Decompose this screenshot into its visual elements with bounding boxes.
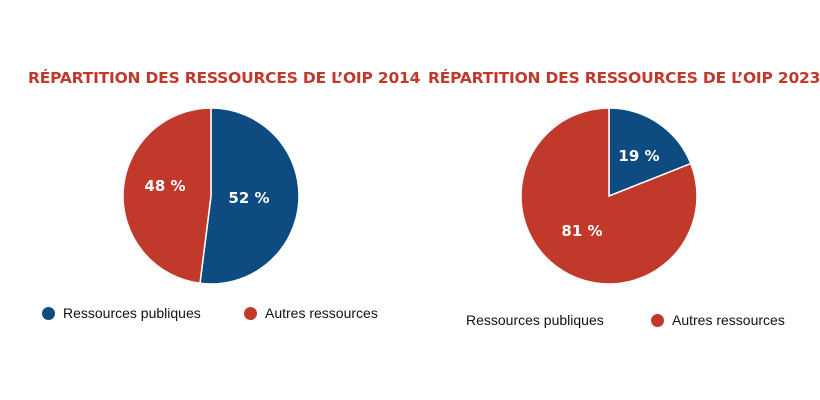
legend-marker-other	[651, 313, 664, 327]
legend-item-public-2023: Ressources publiques	[466, 312, 604, 328]
legend-marker-other	[244, 306, 257, 320]
legend-item-public-2014: Ressources publiques	[42, 305, 201, 321]
slice-label-public: 19 %	[618, 147, 659, 165]
pie-slice-other	[520, 107, 698, 285]
legend-label-public: Ressources publiques	[63, 305, 201, 321]
legend-item-other-2023: Autres ressources	[651, 312, 785, 328]
pie-slice-other	[122, 107, 212, 285]
pie-slice-public	[608, 107, 692, 198]
legend-marker-public	[42, 306, 55, 320]
legend-label-other: Autres ressources	[672, 312, 785, 328]
chart-title-2014: RÉPARTITION DES RESSOURCES DE L’OIP 2014	[28, 69, 421, 87]
pie-slice-public	[199, 107, 300, 285]
pie-chart-2014: 52 % 48 %	[122, 107, 300, 285]
slice-label-public: 52 %	[228, 189, 269, 207]
pie-chart-2023: 19 % 81 %	[520, 107, 698, 285]
legend-label-other: Autres ressources	[265, 305, 378, 321]
chart-title-2023: RÉPARTITION DES RESSOURCES DE L’OIP 2023	[428, 69, 820, 87]
legend-label-public: Ressources publiques	[466, 312, 604, 328]
slice-label-other: 81 %	[561, 222, 602, 240]
slice-label-other: 48 %	[144, 177, 185, 195]
legend-item-other-2014: Autres ressources	[244, 305, 378, 321]
